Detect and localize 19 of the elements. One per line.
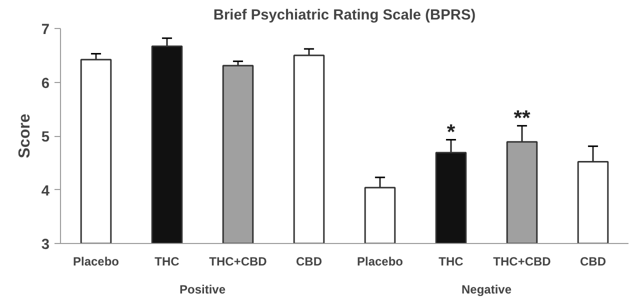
data-label: **	[514, 106, 531, 130]
x-tick-label: THC	[154, 254, 180, 268]
y-tick-label: 6	[41, 76, 50, 92]
y-tick-label: 7	[41, 22, 50, 38]
x-tick-label: CBD	[296, 254, 322, 268]
x-tick-label: THC+CBD	[493, 254, 552, 268]
y-tick-label: 3	[41, 237, 50, 253]
x-tick-label: CBD	[580, 254, 606, 268]
x-tick-label: Placebo	[356, 254, 404, 268]
y-axis-title: Score	[16, 114, 34, 158]
y-tick-label: 4	[41, 183, 50, 200]
chart-title: Brief Psychiatric Rating Scale (BPRS)	[213, 8, 476, 24]
text: Positive	[179, 282, 226, 296]
text: Negative	[461, 282, 512, 296]
data-label: *	[446, 120, 456, 144]
x-tick-label: Placebo	[72, 254, 120, 268]
x-tick-label: THC+CBD	[209, 254, 268, 268]
y-tick-label: 5	[41, 130, 50, 146]
x-tick-label: THC	[438, 254, 464, 268]
